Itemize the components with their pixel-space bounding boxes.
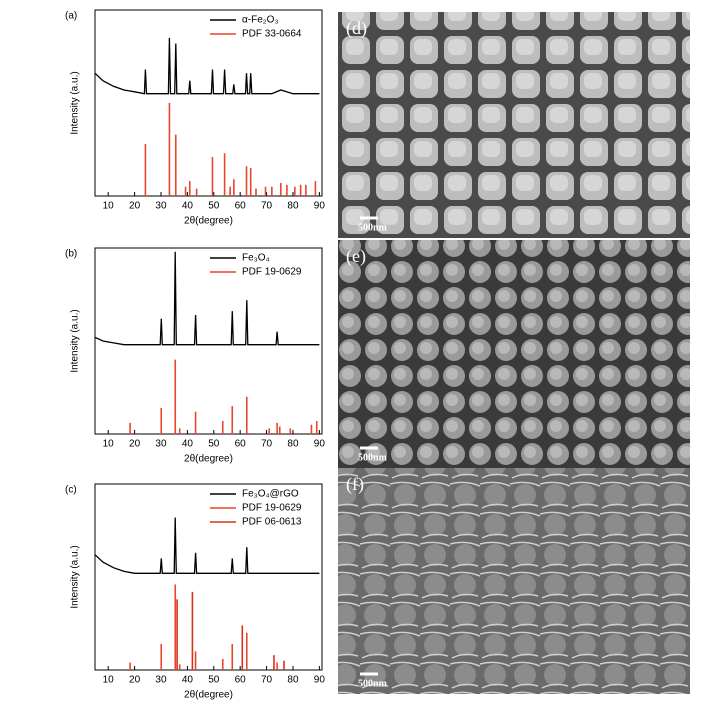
x-tick-label: 70	[261, 675, 273, 686]
x-axis-label: 2θ(degree)	[184, 454, 233, 465]
x-tick-label: 60	[235, 439, 247, 450]
x-tick-label: 20	[129, 675, 141, 686]
legend-label: PDF 06-0613	[242, 517, 302, 528]
x-tick-label: 40	[182, 675, 194, 686]
image-label: (d)	[346, 18, 367, 39]
x-tick-label: 20	[129, 439, 141, 450]
x-tick-label: 30	[155, 201, 167, 212]
sem-image	[338, 468, 690, 694]
x-tick-label: 90	[314, 439, 326, 450]
x-tick-label: 80	[287, 675, 299, 686]
x-tick-label: 80	[287, 439, 299, 450]
legend-label: Fe₃O₄@rGO	[242, 489, 299, 500]
legend-label: PDF 33-0664	[242, 29, 302, 40]
scale-bar-label: 500nm	[358, 678, 388, 689]
sem-image	[338, 240, 690, 468]
x-tick-label: 70	[261, 201, 273, 212]
x-tick-label: 10	[103, 675, 115, 686]
panel-label: (c)	[65, 485, 77, 496]
x-tick-label: 90	[314, 675, 326, 686]
legend-label: PDF 19-0629	[242, 503, 302, 514]
x-tick-label: 20	[129, 201, 141, 212]
scale-bar-label: 500nm	[358, 452, 388, 463]
x-tick-label: 50	[208, 201, 220, 212]
plot-frame	[94, 483, 323, 671]
pattern-line	[94, 517, 320, 574]
x-tick-label: 30	[155, 439, 167, 450]
y-axis-label: Intensity (a.u.)	[70, 309, 81, 372]
panel-label: (b)	[65, 249, 77, 260]
panel-label: (a)	[65, 11, 77, 22]
x-tick-label: 90	[314, 201, 326, 212]
pattern-line	[94, 37, 320, 95]
plot-frame	[94, 247, 323, 435]
y-axis-label: Intensity (a.u.)	[70, 71, 81, 134]
x-tick-label: 70	[261, 439, 273, 450]
legend-label: Fe₃O₄	[242, 253, 270, 264]
x-tick-label: 60	[235, 675, 247, 686]
x-tick-label: 10	[103, 439, 115, 450]
y-axis-label: Intensity (a.u.)	[70, 545, 81, 608]
sem-image	[338, 12, 690, 238]
x-tick-label: 60	[235, 201, 247, 212]
x-tick-label: 40	[182, 201, 194, 212]
plot-frame	[94, 9, 323, 197]
image-label: (f)	[346, 474, 364, 495]
x-tick-label: 10	[103, 201, 115, 212]
scale-bar-label: 500nm	[358, 222, 388, 233]
x-tick-label: 80	[287, 201, 299, 212]
x-tick-label: 50	[208, 439, 220, 450]
legend-label: PDF 19-0629	[242, 267, 302, 278]
x-axis-label: 2θ(degree)	[184, 690, 233, 701]
pattern-line	[94, 251, 320, 346]
x-tick-label: 50	[208, 675, 220, 686]
x-tick-label: 30	[155, 675, 167, 686]
x-axis-label: 2θ(degree)	[184, 216, 233, 227]
legend-label: α-Fe₂O₃	[242, 15, 279, 26]
image-label: (e)	[346, 246, 366, 267]
x-tick-label: 40	[182, 439, 194, 450]
